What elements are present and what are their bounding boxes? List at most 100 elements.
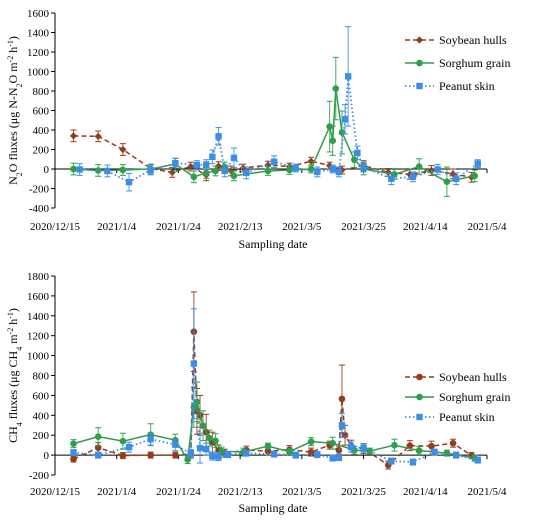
data-point: [354, 149, 361, 157]
data-point: [360, 163, 367, 171]
y-tick-label: 1400: [27, 311, 50, 323]
y-axis-title-part: O m: [6, 62, 20, 84]
y-tick-label: 0: [44, 164, 50, 176]
y-tick-label: -400: [29, 203, 50, 215]
data-point: [212, 167, 219, 175]
data-point: [199, 422, 207, 430]
data-point: [243, 449, 250, 457]
y-axis-title-part: h: [6, 319, 20, 328]
data-point: [292, 164, 299, 172]
data-point: [119, 452, 127, 459]
y-tick-label: 600: [33, 390, 50, 402]
y-axis-title-part: CH: [6, 426, 20, 443]
data-point: [69, 132, 78, 140]
data-point: [391, 441, 398, 449]
data-point: [434, 166, 441, 173]
data-point: [270, 450, 278, 458]
x-tick-label: 2021/5/4: [467, 486, 507, 498]
data-point: [286, 448, 293, 455]
data-point: [270, 158, 278, 165]
data-point: [215, 453, 222, 460]
y-axis-title-part: 2: [15, 172, 24, 176]
data-point: [202, 169, 210, 177]
y-axis-title: N2O fluxes (μg N-N2O m-2 h-1): [6, 36, 24, 185]
y-tick-label: 1600: [27, 291, 50, 303]
data-point: [119, 145, 127, 154]
y-axis-title-part: ): [6, 36, 20, 40]
legend-label: Sorghum grain: [439, 390, 510, 404]
data-point: [338, 395, 346, 403]
data-point: [452, 175, 460, 182]
x-tick-label: 2021/1/4: [97, 221, 137, 233]
series-peanut-skin: [70, 308, 481, 466]
y-axis-title-part: m: [6, 334, 20, 347]
x-tick-label: 2021/2/13: [218, 221, 263, 233]
legend-entry: Soybean hulls: [405, 370, 507, 384]
data-point: [209, 452, 216, 460]
data-point: [428, 442, 435, 450]
data-point: [292, 451, 299, 459]
data-point: [360, 444, 367, 452]
x-tick-label: 2021/3/25: [341, 486, 386, 498]
y-tick-label: 600: [33, 106, 50, 118]
data-point: [125, 178, 133, 186]
x-tick-label: 2021/3/25: [341, 221, 386, 233]
y-tick-label: 1600: [27, 8, 50, 20]
legend-label: Sorghum grain: [439, 56, 510, 70]
x-axis-title: Sampling date: [239, 501, 308, 515]
data-point: [335, 454, 343, 461]
data-point: [452, 451, 460, 459]
data-point: [307, 448, 315, 456]
x-tick-label: 2021/1/24: [156, 221, 201, 233]
data-point: [190, 173, 198, 181]
data-point: [348, 443, 355, 451]
y-tick-label: 800: [33, 371, 50, 383]
y-axis-title-part: h: [6, 47, 20, 56]
data-point: [94, 167, 102, 174]
data-point: [326, 123, 333, 130]
y-tick-label: 1000: [27, 67, 50, 79]
y-axis-title-part: 2: [15, 83, 24, 87]
x-tick-label: 2021/5/4: [467, 221, 507, 233]
y-axis-title-part: fluxes (μg CH: [6, 350, 20, 422]
y-tick-label: -200: [29, 470, 50, 482]
data-point: [307, 438, 315, 445]
data-point: [449, 170, 457, 178]
x-tick-label: 2021/3/5: [282, 221, 322, 233]
data-point: [338, 422, 346, 429]
data-point: [474, 456, 481, 464]
data-point: [214, 162, 223, 170]
data-point: [215, 133, 222, 140]
data-point: [168, 168, 176, 177]
data-point: [193, 161, 201, 169]
legend-marker: [416, 82, 423, 90]
series-line: [73, 363, 478, 463]
series-line: [73, 331, 472, 466]
x-tick-label: 2021/4/14: [403, 221, 448, 233]
x-tick-label: 2021/3/5: [282, 486, 322, 498]
data-point: [70, 449, 77, 456]
data-point: [70, 165, 77, 173]
x-tick-label: 2021/4/14: [403, 486, 448, 498]
y-tick-label: 1000: [27, 351, 50, 363]
y-tick-label: 1800: [27, 271, 50, 283]
legend-label: Soybean hulls: [439, 370, 507, 384]
ch4-flux-chart: -200 0 200 400 600 800 1000 1200 1400 1600 1800 202…: [6, 271, 511, 515]
y-axis-title-part: -2: [6, 328, 15, 335]
y-axis-title-part: ): [6, 308, 20, 312]
y-axis-title-part: -2: [6, 56, 15, 63]
data-point: [147, 451, 154, 459]
y-tick-label: 200: [33, 430, 50, 442]
data-point: [443, 449, 451, 457]
data-point: [209, 153, 216, 161]
y-axis-title-part: -1: [6, 40, 15, 47]
y-axis-title: CH4 fluxes (μg CH4 m-2 h-1): [6, 308, 24, 443]
x-tick-label: 2020/12/15: [30, 486, 81, 498]
y-tick-label: 1200: [27, 47, 50, 59]
data-point: [70, 455, 77, 463]
legend-entry: Peanut skin: [405, 410, 495, 424]
y-axis-title-part: 4: [15, 422, 24, 426]
data-point: [264, 167, 272, 175]
data-point: [443, 178, 451, 185]
